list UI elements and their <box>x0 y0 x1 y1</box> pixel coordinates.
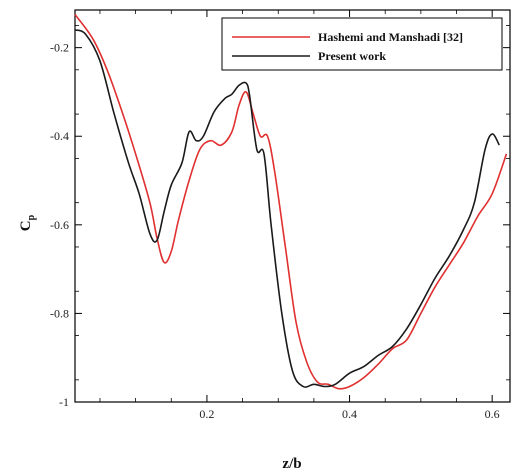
legend-box <box>221 17 503 71</box>
legend-label-present-work: Present work <box>318 49 386 63</box>
y-tick-label: -0.2 <box>50 41 69 55</box>
y-axis-title-main: C <box>18 220 34 231</box>
legend-label-hashemi: Hashemi and Manshadi [32] <box>318 30 463 44</box>
y-tick-label: -1 <box>59 395 69 409</box>
y-axis-title: Cp <box>18 214 37 231</box>
series-layer <box>74 13 508 390</box>
y-axis-title-text: Cp <box>18 214 37 231</box>
legend: Hashemi and Manshadi [32] Present work <box>221 17 503 71</box>
x-axis-title: z/b <box>282 456 301 472</box>
plot-area <box>74 9 511 403</box>
y-tick-label: -0.6 <box>50 218 69 232</box>
x-tick-label: 0.4 <box>342 407 357 421</box>
x-tick-label: 0.2 <box>199 407 214 421</box>
x-tick-label: 0.6 <box>485 407 500 421</box>
y-axis-title-subscript: p <box>26 214 37 220</box>
y-tick-label: -0.4 <box>50 129 69 143</box>
y-tick-label: -0.8 <box>50 306 69 320</box>
axis-ticks: 0.2 0.4 0.6 -1 -0.8 -0.6 -0.4 -0.2 <box>50 10 510 421</box>
series-line-hashemi <box>74 13 508 390</box>
series-line-present-work <box>74 29 501 388</box>
